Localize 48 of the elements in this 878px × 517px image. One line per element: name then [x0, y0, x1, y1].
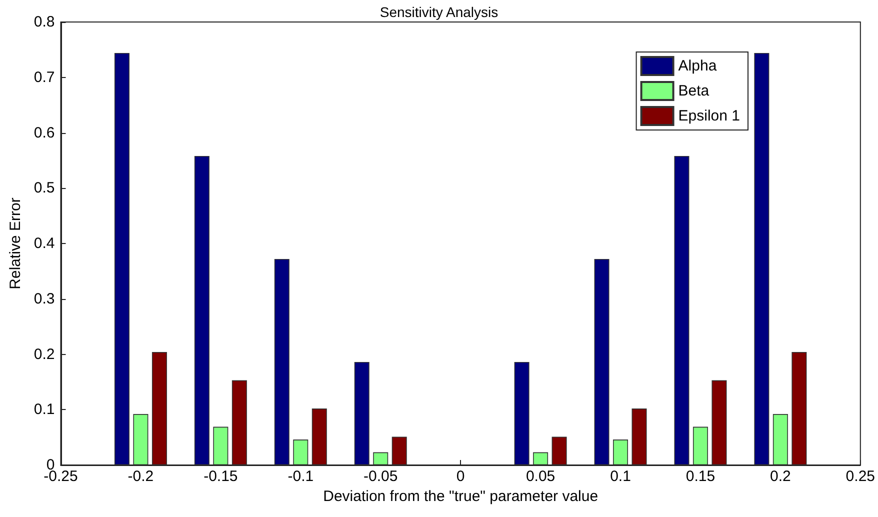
x-tick-label: -0.05: [364, 468, 398, 485]
bar: [232, 380, 247, 465]
y-tick-label: 0.2: [34, 346, 55, 363]
chart-title: Sensitivity Analysis: [380, 4, 498, 20]
bar: [613, 440, 628, 465]
x-tick-label: -0.15: [204, 468, 238, 485]
x-axis-title: Deviation from the "true" parameter value: [323, 488, 598, 505]
y-tick-label: 0.1: [34, 401, 55, 418]
bar: [754, 53, 770, 465]
bar: [213, 426, 228, 465]
bar: [312, 408, 327, 465]
x-tick-label: 0.2: [770, 468, 791, 485]
y-tick-label: 0.4: [34, 235, 55, 252]
bar: [632, 408, 647, 465]
legend-label: Epsilon 1: [678, 108, 740, 124]
bar: [152, 352, 167, 465]
bar: [552, 436, 567, 465]
y-tick-label: 0.5: [34, 180, 55, 197]
bar: [354, 362, 370, 465]
bar: [274, 259, 290, 465]
bar: [194, 156, 210, 465]
legend-label: Alpha: [678, 58, 718, 74]
x-tick-label: 0.25: [846, 468, 876, 485]
x-tick-label: 0: [456, 468, 465, 485]
bar: [712, 380, 727, 465]
x-tick-label: 0.15: [686, 468, 716, 485]
bar: [772, 414, 788, 465]
x-tick-label: 0.1: [610, 468, 631, 485]
bar: [594, 259, 610, 465]
x-tick-label: -0.2: [128, 468, 154, 485]
y-tick-label: 0.8: [34, 14, 55, 30]
y-tick-label: 0.3: [34, 290, 55, 308]
bar: [133, 414, 148, 465]
y-tick-label: 0.7: [34, 68, 55, 86]
x-tick-label: -0.1: [288, 468, 314, 485]
bar: [674, 156, 690, 465]
bar: [533, 452, 548, 465]
y-tick-label: 0.6: [34, 124, 55, 142]
bar: [373, 452, 388, 465]
x-tick-label: 0.05: [526, 468, 556, 485]
y-axis-title: Relative Error: [7, 198, 24, 290]
bar: [392, 436, 407, 465]
legend-label: Beta: [678, 82, 710, 100]
bar: [293, 440, 308, 465]
bar: [514, 362, 530, 465]
bar: [692, 426, 708, 465]
bar: [114, 53, 130, 465]
bar: [792, 352, 807, 465]
